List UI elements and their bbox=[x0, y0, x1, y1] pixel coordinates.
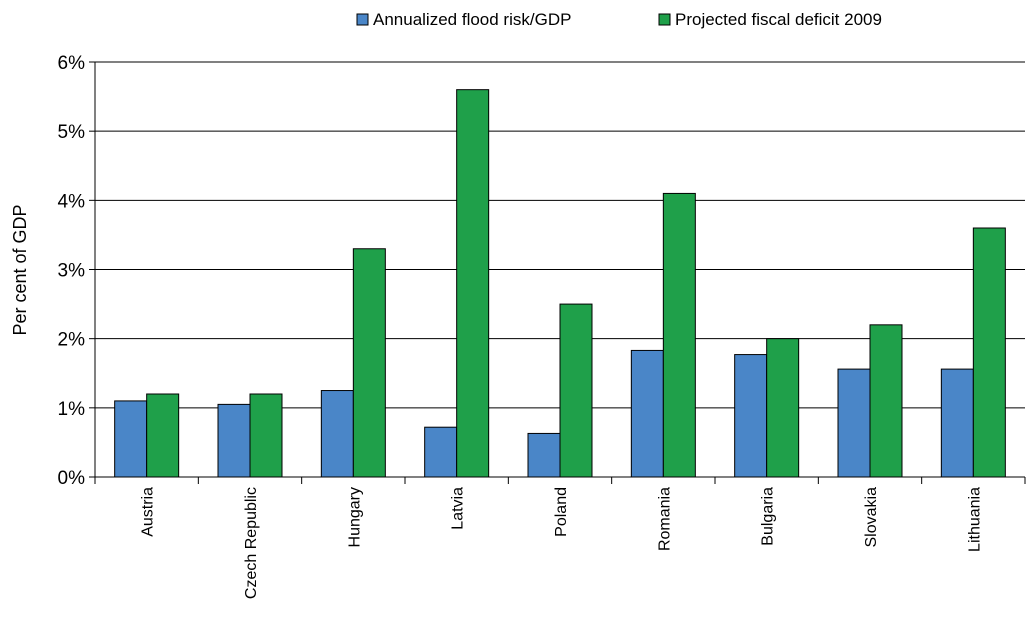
y-tick-label: 6% bbox=[58, 53, 86, 74]
y-tick-label: 4% bbox=[58, 191, 86, 212]
x-category-label: Czech Republic bbox=[243, 487, 260, 599]
bar-flood-risk-austria bbox=[114, 400, 148, 478]
y-tick-label: 0% bbox=[58, 468, 86, 489]
bar-fiscal-deficit-bulgaria bbox=[766, 338, 800, 478]
bar-flood-risk-romania bbox=[630, 349, 664, 478]
bar-fiscal-deficit-poland bbox=[559, 303, 593, 478]
y-tick-label: 3% bbox=[58, 261, 86, 282]
bar-fiscal-deficit-lithuania bbox=[972, 227, 1006, 478]
x-category-label: Hungary bbox=[346, 487, 363, 547]
bar-fiscal-deficit-slovakia bbox=[869, 324, 903, 478]
legend-swatch bbox=[356, 13, 369, 26]
bar-flood-risk-bulgaria bbox=[734, 354, 768, 478]
x-category-label: Austria bbox=[140, 487, 157, 537]
legend-swatch bbox=[658, 13, 671, 26]
bar-fiscal-deficit-romania bbox=[662, 192, 696, 478]
x-category-label: Bulgaria bbox=[760, 487, 777, 546]
bars bbox=[114, 89, 1006, 478]
bar-fiscal-deficit-latvia bbox=[456, 89, 490, 478]
y-axis-ticks: 0% 1% 2% 3% 4% 5% 6% bbox=[58, 53, 95, 489]
bar-fiscal-deficit-hungary bbox=[352, 248, 386, 478]
bar-fiscal-deficit-czech-republic bbox=[249, 393, 283, 478]
y-tick-label: 2% bbox=[58, 330, 86, 351]
legend: Annualized flood risk/GDP Projected fisca… bbox=[356, 10, 882, 29]
x-category-label: Poland bbox=[553, 487, 570, 537]
bar-flood-risk-latvia bbox=[424, 426, 458, 478]
bar-flood-risk-hungary bbox=[320, 390, 354, 478]
x-axis-categories: Austria Czech Republic Hungary Latvia Poland… bbox=[140, 487, 984, 599]
y-axis-label: Per cent of GDP bbox=[10, 204, 30, 335]
bar-flood-risk-czech-republic bbox=[217, 403, 251, 478]
legend-label: Annualized flood risk/GDP bbox=[373, 10, 571, 29]
bar-flood-risk-poland bbox=[527, 432, 561, 478]
legend-label: Projected fiscal deficit 2009 bbox=[675, 10, 882, 29]
bar-fiscal-deficit-austria bbox=[146, 393, 180, 478]
bar-flood-risk-lithuania bbox=[940, 368, 974, 478]
bar-flood-risk-slovakia bbox=[837, 368, 871, 478]
x-category-label: Romania bbox=[656, 487, 673, 551]
y-tick-label: 1% bbox=[58, 399, 86, 420]
x-category-label: Slovakia bbox=[863, 487, 880, 548]
x-category-label: Latvia bbox=[450, 487, 467, 530]
x-category-label: Lithuania bbox=[966, 487, 983, 552]
y-tick-label: 5% bbox=[58, 122, 86, 143]
axes bbox=[94, 62, 1026, 484]
